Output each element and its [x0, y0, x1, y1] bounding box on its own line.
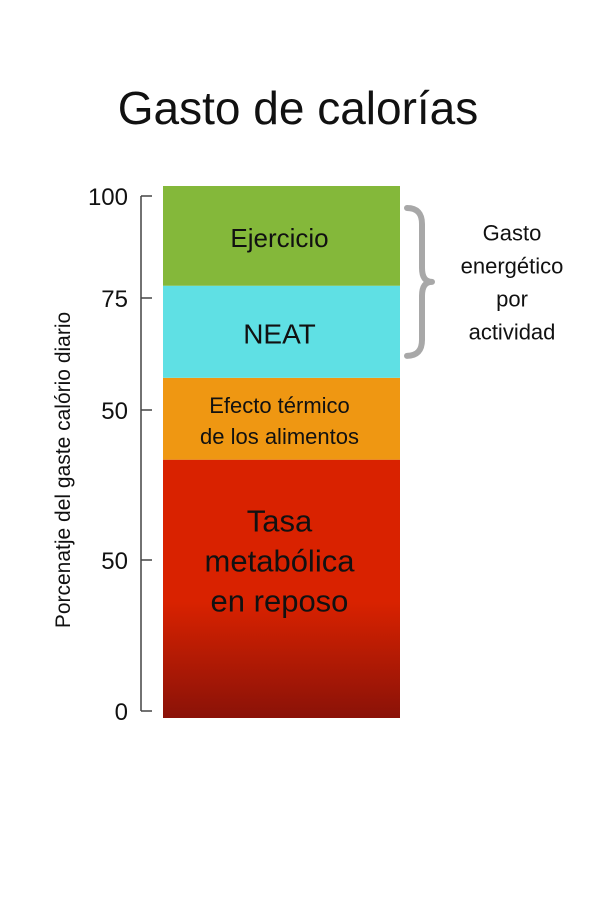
segment-label: metabólica: [205, 544, 356, 579]
y-axis-label: Porcenatje del gaste calório diario: [52, 312, 75, 628]
y-tick-label: 50: [101, 398, 128, 425]
bar-segment-tasa-metabolica-en-reposo: [163, 459, 400, 718]
bar-segment-ejercicio: [163, 186, 400, 286]
bracket-label: actividad: [469, 319, 556, 344]
segment-label: Tasa: [247, 504, 313, 539]
curly-brace-icon: [404, 205, 435, 359]
y-tick-label: 50: [101, 548, 128, 575]
y-tick-label: 100: [88, 184, 128, 211]
segment-label: NEAT: [243, 319, 316, 350]
segment-label: Efecto térmico: [209, 393, 350, 418]
bracket-label: por: [496, 286, 528, 311]
segment-label: Ejercicio: [230, 223, 328, 253]
segment-label: de los alimentos: [200, 424, 359, 449]
bar-segment-efecto-termico-de-los-alimentos: [163, 377, 400, 460]
bar-segment-neat: [163, 285, 400, 378]
bracket-label: Gasto: [483, 220, 542, 245]
bracket-label: energético: [461, 253, 564, 278]
y-tick-label: 0: [115, 699, 128, 726]
segment-label: en reposo: [211, 584, 349, 619]
chart-title: Gasto de calorías: [118, 82, 479, 134]
y-tick-label: 75: [101, 286, 128, 313]
